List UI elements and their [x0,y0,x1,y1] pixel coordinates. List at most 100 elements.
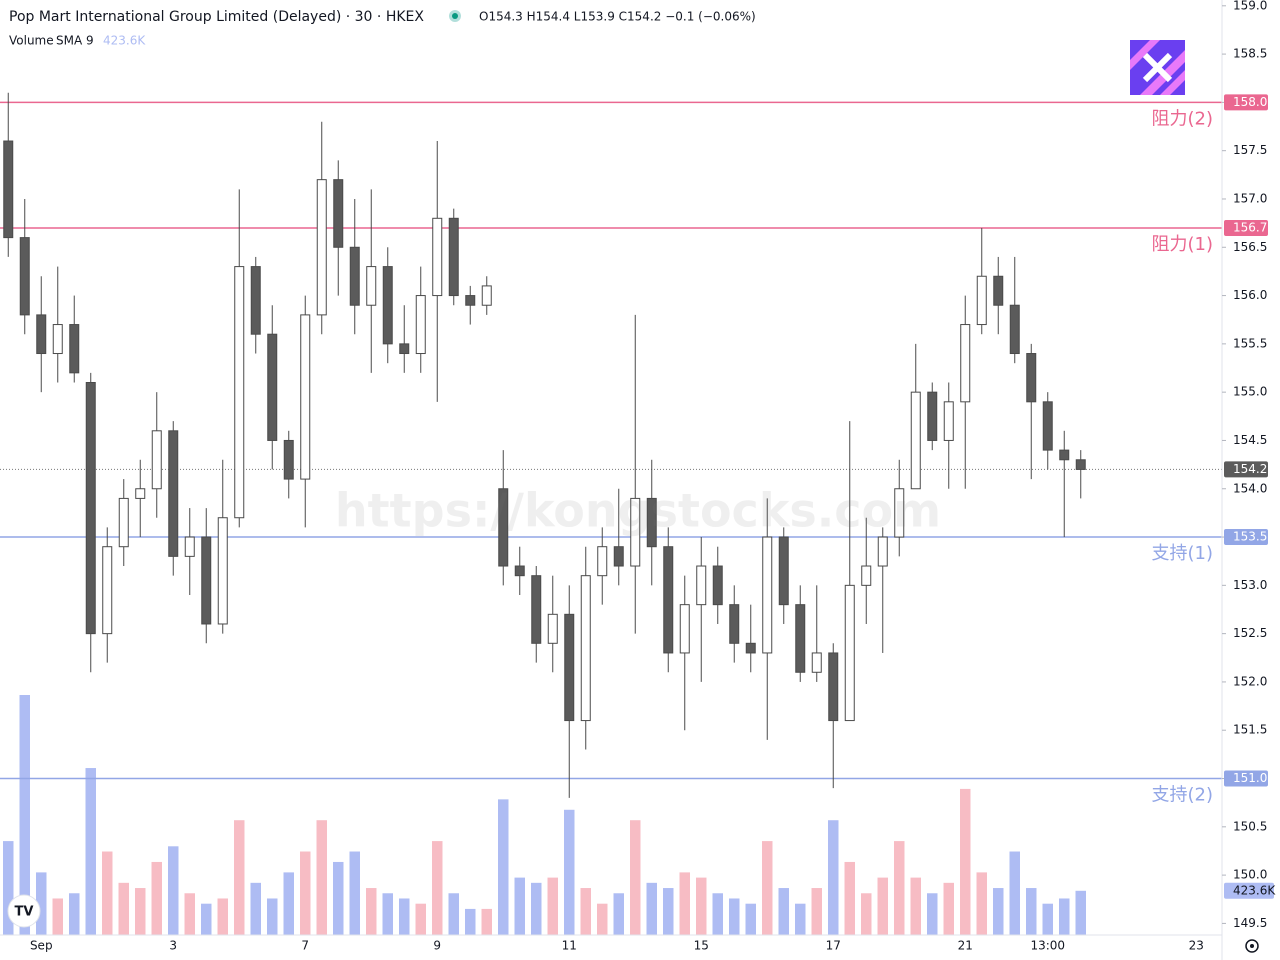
x-tick-label: 23 [1189,939,1204,953]
level-badge [1224,529,1268,546]
candle-body [531,575,542,644]
candle-body [52,324,63,355]
volume-bar [729,898,740,935]
candle-body [36,314,47,355]
y-tick-label: 156.0 [1233,288,1267,302]
y-tick-label: 153.0 [1233,578,1267,592]
volume-bar [514,877,525,935]
candle-body [663,546,674,654]
price-badge [1224,461,1268,478]
candle-body [696,565,707,606]
volume-bar [696,877,707,935]
x-tick-label: 15 [694,939,709,953]
volume-bar [3,841,14,935]
volume-bar [679,872,690,935]
candle-body [349,246,360,306]
volume-bar [151,861,162,935]
volume-bar [630,820,641,935]
level-name: 阻力(1) [1152,234,1214,255]
candle-body [102,546,113,635]
volume-pane [3,695,1086,935]
candle-body [580,575,591,722]
volume-badge-label: 423.6K [1233,883,1276,897]
volume-bar [894,841,905,935]
settings-icon[interactable] [1245,939,1259,953]
candle-body [1075,459,1086,470]
volume-bar [960,788,971,935]
volume-bar [844,861,855,935]
volume-bar [382,893,393,935]
candle-body [910,391,921,490]
candle-body [861,565,872,586]
brand-logo [1130,40,1185,95]
candle-body [85,382,96,635]
candle-body [547,613,558,644]
candle-body [448,217,459,297]
y-tick-label: 157.0 [1233,191,1267,205]
volume-bar [1042,903,1053,935]
volume-bar [877,877,888,935]
volume-badge [1224,882,1274,899]
candle-body [432,217,443,297]
level-badge [1224,770,1268,787]
y-tick-label: 159.0 [1233,0,1267,12]
candle-body [3,140,14,239]
candle-body [168,430,179,557]
volume-bar [795,903,806,935]
volume-bar [432,841,443,935]
candle-body [745,642,756,654]
candle-body [465,295,476,306]
volume-bar [613,893,624,935]
candle-body [976,275,987,326]
level-badge [1224,219,1268,236]
volume-bar [19,695,30,935]
candle-body [118,497,129,548]
price-badge-label: 154.2 [1233,462,1267,476]
candle-body [1026,353,1037,403]
candles [3,92,1086,798]
volume-bar [745,903,756,935]
candle-body [828,652,839,722]
volume-bar [597,903,608,935]
volume-bar [135,888,146,935]
volume-bar [580,888,591,935]
volume-bar [943,882,954,935]
status-dot [452,13,458,19]
volume-bar [976,872,987,935]
volume-bar [1075,890,1086,935]
candle-body [399,343,410,355]
y-tick-label: 150.0 [1233,868,1267,882]
volume-bar [861,893,872,935]
volume-bar [69,893,80,935]
x-tick-label: 3 [169,939,177,953]
candle-body [19,237,30,316]
volume-bar [646,882,657,935]
volume-bar [85,768,96,935]
candle-body [877,536,888,567]
volume-bar [333,861,344,935]
volume-bar [778,888,789,935]
volume-bar [399,898,410,935]
candle-body [960,324,971,403]
level-badge-label: 158.0 [1233,95,1267,109]
candle-body [300,314,311,480]
volume-bar [267,898,278,935]
y-tick-label: 151.5 [1233,723,1267,737]
volume-bar [316,820,327,935]
volume-bar [993,888,1004,935]
volume-bar [217,898,228,935]
volume-bar [481,908,492,935]
y-tick-label: 155.0 [1233,385,1267,399]
candle-body [283,439,294,480]
volume-bar [811,888,822,935]
candle-body [333,179,344,248]
volume-bar [1026,888,1037,935]
candle-body [1059,449,1070,461]
volume-bar [564,809,575,935]
volume-bar [1059,898,1070,935]
candle-body [217,517,228,625]
y-tick-label: 158.5 [1233,47,1267,61]
